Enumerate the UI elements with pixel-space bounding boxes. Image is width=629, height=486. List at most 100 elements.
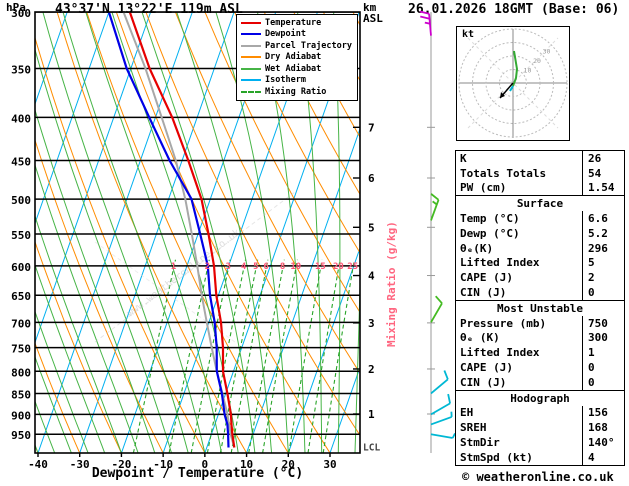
svg-text:10: 10 <box>240 458 253 471</box>
svg-text:4: 4 <box>241 262 247 272</box>
param-value: 2 <box>582 270 624 286</box>
svg-text:30: 30 <box>323 458 336 471</box>
param-row: StmSpd (kt) 4 <box>456 449 624 465</box>
legend-label: Temperature <box>265 17 322 28</box>
param-row: Lifted Index 1 <box>456 345 624 361</box>
svg-text:300: 300 <box>11 7 31 20</box>
legend-item: Wet Adiabat <box>240 63 354 75</box>
table-section: Surface Temp (°C) 6.6 Dewp (°C) 5.2 θₑ(K) 296 L… <box>456 195 624 300</box>
param-row: K 26 <box>456 151 624 166</box>
svg-text:5: 5 <box>253 262 258 272</box>
param-value: 0 <box>582 360 624 375</box>
pressure-axis-unit: hPa <box>6 1 26 14</box>
table-section-header: Most Unstable <box>496 301 584 315</box>
wind-barb <box>430 370 449 395</box>
svg-text:0: 0 <box>202 458 209 471</box>
param-label: Totals Totals <box>460 166 547 180</box>
legend-swatch-dry-adiabat <box>241 56 261 59</box>
legend-item: Isotherm <box>240 75 354 87</box>
param-value: 4 <box>582 449 624 465</box>
pressure-tick-labels: 300 350 400 450 500 550 600 650 700 750 800 850 900 9… <box>11 7 31 442</box>
wind-barb <box>430 295 443 323</box>
param-value: 750 <box>582 315 624 331</box>
legend-label: Mixing Ratio <box>265 86 327 97</box>
param-value: 26 <box>582 151 624 166</box>
table-section: Hodograph EH 156 SREH 168 StmDir 140° StmSpd (k… <box>456 389 624 465</box>
pressure-gridlines <box>35 12 360 435</box>
svg-text:800: 800 <box>11 366 31 379</box>
svg-text:25: 25 <box>347 262 358 272</box>
param-row: θₑ(K) 296 <box>456 240 624 256</box>
hodograph-ring <box>485 55 541 111</box>
param-label: StmSpd (kt) <box>460 450 533 464</box>
svg-text:2: 2 <box>205 262 210 272</box>
param-row: Dewp (°C) 5.2 <box>456 225 624 241</box>
table-section-header: Surface <box>516 197 564 211</box>
param-label: CAPE (J) <box>460 361 513 375</box>
svg-text:-10: -10 <box>153 458 173 471</box>
param-row: StmDir 140° <box>456 435 624 450</box>
svg-text:1: 1 <box>171 262 176 272</box>
svg-text:550: 550 <box>11 229 31 242</box>
legend-item: Mixing Ratio <box>240 86 354 98</box>
wind-barb <box>430 193 440 221</box>
svg-text:850: 850 <box>11 388 31 401</box>
svg-text:2: 2 <box>368 363 375 376</box>
parameters-table: K 26 Totals Totals 54 PW (cm) 1.54 Surface Temp… <box>455 150 625 466</box>
param-row: Temp (°C) 6.6 <box>456 211 624 226</box>
x-axis-label: Dewpoint / Temperature (°C) <box>91 466 304 481</box>
svg-text:30: 30 <box>543 47 551 55</box>
param-value: 168 <box>582 420 624 436</box>
temperature-curve <box>128 12 236 448</box>
svg-text:5: 5 <box>368 221 375 234</box>
svg-text:3: 3 <box>226 262 231 272</box>
svg-text:20: 20 <box>333 262 344 272</box>
legend-swatch-mixing-ratio <box>241 90 261 93</box>
svg-text:7: 7 <box>368 121 375 134</box>
svg-text:400: 400 <box>11 112 31 125</box>
param-row: Pressure (mb) 750 <box>456 315 624 331</box>
param-label: K <box>460 151 467 165</box>
wind-barb-column <box>419 10 456 453</box>
param-value: 1 <box>582 345 624 361</box>
legend-swatch-parcel-trajectory <box>241 44 261 47</box>
legend-label: Parcel Trajectory <box>265 40 352 51</box>
param-label: EH <box>460 406 474 420</box>
legend-swatch-dewpoint <box>241 33 261 36</box>
svg-text:900: 900 <box>11 409 31 422</box>
param-label: Dewp (°C) <box>460 226 520 240</box>
svg-text:4: 4 <box>368 270 375 283</box>
svg-text:1: 1 <box>368 408 375 421</box>
param-value: 6.6 <box>582 211 624 226</box>
hodograph-trace <box>512 50 519 87</box>
legend-item: Dry Adiabat <box>240 52 354 64</box>
svg-text:20: 20 <box>533 57 541 65</box>
param-row: PW (cm) 1.54 <box>456 180 624 196</box>
svg-text:15: 15 <box>315 262 326 272</box>
legend-swatch-wet-adiabat <box>241 67 261 70</box>
svg-text:700: 700 <box>11 317 31 330</box>
param-row: Totals Totals 54 <box>456 165 624 181</box>
legend-item: Temperature <box>240 17 354 29</box>
param-label: CIN (J) <box>460 375 507 389</box>
param-value: 140° <box>582 435 624 450</box>
svg-text:3: 3 <box>368 317 375 330</box>
legend-item: Dewpoint <box>240 29 354 41</box>
svg-text:500: 500 <box>11 194 31 207</box>
copyright: © weatheronline.co.uk <box>462 470 614 484</box>
altitude-axis-unit: km ASL <box>363 2 383 24</box>
svg-text:450: 450 <box>11 156 31 169</box>
param-row: CAPE (J) 0 <box>456 360 624 375</box>
param-label: Lifted Index <box>460 346 540 360</box>
param-label: CIN (J) <box>460 286 507 300</box>
param-label: StmDir <box>460 436 500 450</box>
param-value: 300 <box>582 330 624 346</box>
param-label: Pressure (mb) <box>460 316 547 330</box>
legend-label: Dry Adiabat <box>265 52 322 63</box>
svg-text:6: 6 <box>368 172 375 185</box>
param-row: θₑ (K) 300 <box>456 330 624 346</box>
plot-border <box>34 11 361 454</box>
legend: Temperature Dewpoint Parcel Trajectory Dry … <box>236 14 358 101</box>
svg-text:650: 650 <box>11 290 31 303</box>
param-label: θₑ(K) <box>460 241 494 255</box>
